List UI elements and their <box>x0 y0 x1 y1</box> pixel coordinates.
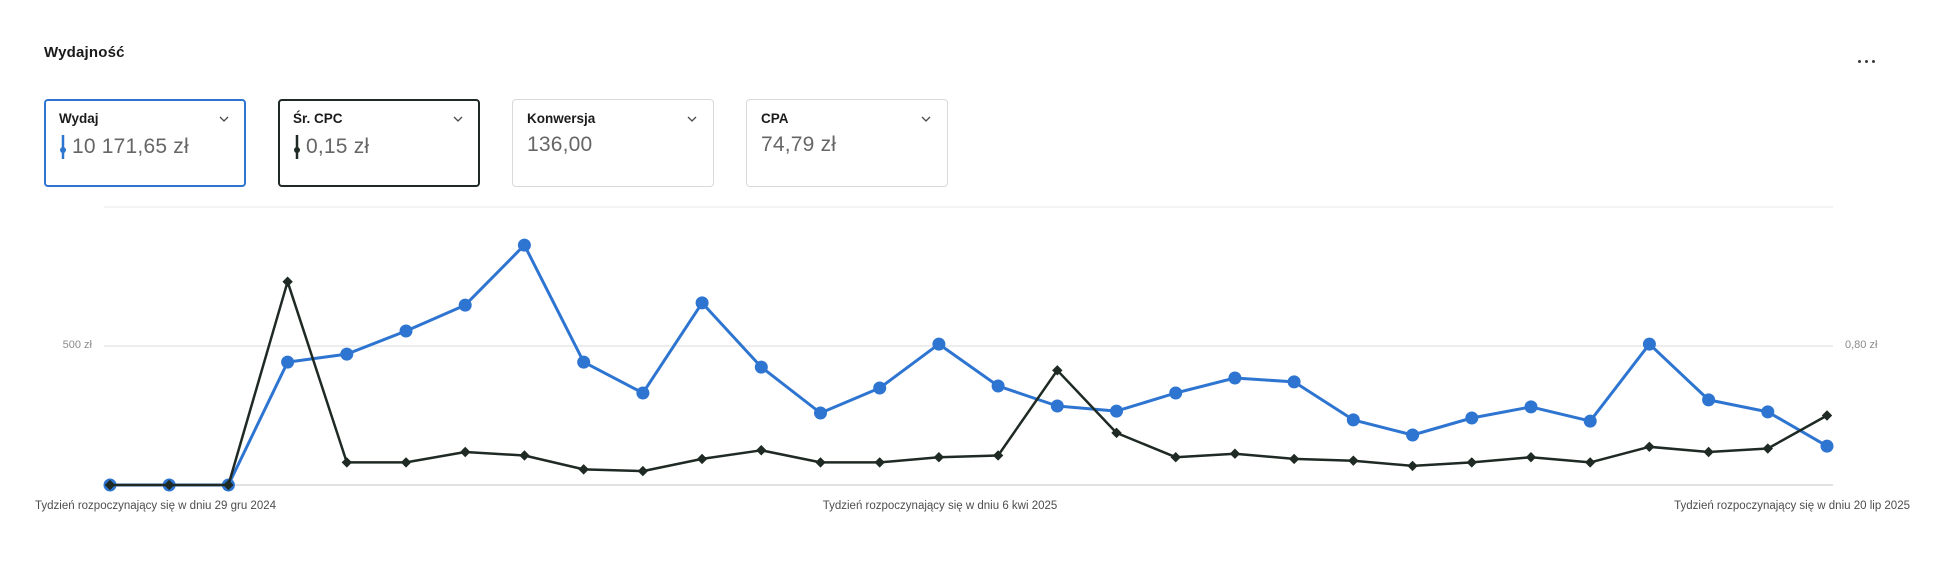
metric-value: 74,79 zł <box>761 133 837 156</box>
metric-card-konwersja[interactable]: Konwersja 136,00 <box>512 99 714 187</box>
data-point[interactable] <box>1348 455 1359 466</box>
data-point[interactable] <box>1642 337 1656 351</box>
data-point[interactable] <box>577 355 591 369</box>
data-point[interactable] <box>1050 399 1064 413</box>
data-point[interactable] <box>1762 443 1773 454</box>
metric-value: 10 171,65 zł <box>72 135 189 158</box>
data-point[interactable] <box>754 360 768 374</box>
metric-card-wydaj[interactable]: Wydaj 10 171,65 zł <box>44 99 246 187</box>
metric-label: Śr. CPC <box>293 111 343 126</box>
data-point[interactable] <box>1229 448 1241 459</box>
data-point[interactable] <box>1346 413 1360 427</box>
data-point[interactable] <box>399 324 413 338</box>
chevron-down-icon[interactable] <box>451 112 465 126</box>
data-point[interactable] <box>636 386 650 400</box>
data-point[interactable] <box>1703 446 1714 458</box>
data-point[interactable] <box>815 457 826 468</box>
data-point[interactable] <box>1465 411 1479 425</box>
data-point[interactable] <box>1820 439 1834 453</box>
data-point[interactable] <box>873 381 887 395</box>
data-point[interactable] <box>1288 453 1300 465</box>
metric-value: 136,00 <box>527 133 593 156</box>
series-indicator-icon <box>294 135 300 159</box>
data-point[interactable] <box>1466 457 1477 468</box>
y-axis-label-right: 0,80 zł <box>1845 339 1878 351</box>
chevron-down-icon[interactable] <box>685 112 699 126</box>
more-actions-button[interactable] <box>1846 48 1886 74</box>
data-point[interactable] <box>1170 452 1181 463</box>
metric-value: 0,15 zł <box>306 135 370 158</box>
data-point[interactable] <box>1524 400 1538 414</box>
x-axis-tick-label-3: Tydzień rozpoczynający się w dniu 20 lip… <box>1674 500 1910 512</box>
data-point[interactable] <box>223 479 234 491</box>
metric-label: Konwersja <box>527 111 596 126</box>
data-point[interactable] <box>340 347 354 361</box>
data-point[interactable] <box>1761 405 1775 419</box>
metric-card-cpa[interactable]: CPA 74,79 zł <box>746 99 948 187</box>
data-point[interactable] <box>1052 365 1063 376</box>
data-point[interactable] <box>1525 452 1537 463</box>
data-point[interactable] <box>1110 404 1123 418</box>
series-layer <box>103 238 1834 492</box>
data-point[interactable] <box>1644 441 1655 452</box>
metric-label: Wydaj <box>59 111 99 126</box>
data-point[interactable] <box>1228 371 1242 385</box>
y-axis-label-left: 500 zł <box>62 339 92 351</box>
data-point[interactable] <box>1702 393 1716 407</box>
series-line-wydaj <box>108 243 1829 487</box>
data-point[interactable] <box>1111 427 1122 439</box>
x-axis-tick-label-2: Tydzień rozpoczynający się w dniu 6 kwi … <box>822 500 1058 512</box>
metric-cards-row: Wydaj 10 171,65 zł Śr. CPC <box>44 99 948 187</box>
data-point[interactable] <box>519 450 530 461</box>
data-point[interactable] <box>1407 460 1418 472</box>
data-point[interactable] <box>104 479 116 491</box>
data-point[interactable] <box>1821 410 1833 421</box>
data-point[interactable] <box>1287 375 1301 389</box>
series-line--r-cpc <box>108 280 1829 487</box>
data-point[interactable] <box>164 479 175 491</box>
data-point[interactable] <box>932 337 946 351</box>
chevron-down-icon[interactable] <box>919 112 933 126</box>
data-point[interactable] <box>282 276 293 287</box>
data-point[interactable] <box>578 464 589 475</box>
data-point[interactable] <box>1583 414 1597 428</box>
data-point[interactable] <box>695 296 709 310</box>
metric-label: CPA <box>761 111 789 126</box>
data-point[interactable] <box>1406 428 1420 442</box>
data-point[interactable] <box>1584 457 1596 468</box>
data-point[interactable] <box>458 298 472 312</box>
data-point[interactable] <box>814 406 827 420</box>
data-point[interactable] <box>1169 386 1183 400</box>
panel-title: Wydajność <box>44 44 125 61</box>
data-point[interactable] <box>517 238 531 252</box>
data-point[interactable] <box>460 446 471 458</box>
x-axis-tick-label-1: Tydzień rozpoczynający się w dniu 29 gru… <box>35 500 277 512</box>
data-point[interactable] <box>991 379 1005 393</box>
data-point[interactable] <box>341 457 353 468</box>
data-point[interactable] <box>992 450 1004 461</box>
series-indicator-icon <box>60 135 66 159</box>
data-point[interactable] <box>281 355 295 369</box>
ellipsis-icon <box>1857 59 1875 63</box>
metric-card-sr-cpc[interactable]: Śr. CPC 0,15 zł <box>278 99 480 187</box>
data-point[interactable] <box>756 445 767 456</box>
data-point[interactable] <box>874 457 885 468</box>
data-point[interactable] <box>696 453 708 465</box>
chevron-down-icon[interactable] <box>217 112 231 126</box>
data-point[interactable] <box>400 457 412 468</box>
data-point[interactable] <box>933 452 945 463</box>
data-point[interactable] <box>637 465 649 477</box>
